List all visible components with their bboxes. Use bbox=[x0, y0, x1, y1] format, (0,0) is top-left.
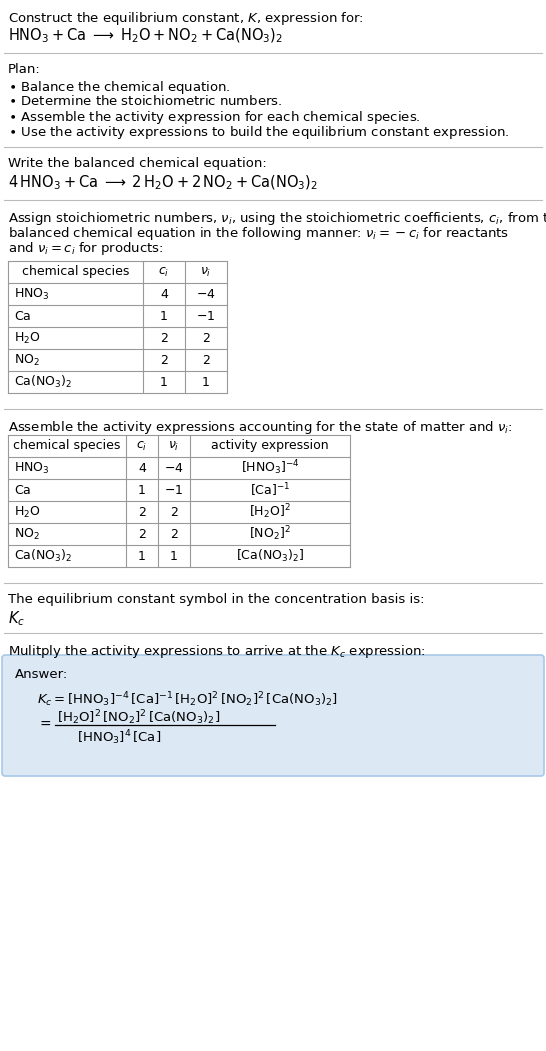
Text: $K_c$: $K_c$ bbox=[8, 609, 25, 627]
Text: activity expression: activity expression bbox=[211, 439, 329, 453]
FancyBboxPatch shape bbox=[2, 655, 544, 776]
Text: 2: 2 bbox=[202, 331, 210, 345]
Text: 2: 2 bbox=[138, 506, 146, 518]
Text: $c_i$: $c_i$ bbox=[136, 439, 147, 453]
Text: $[\text{H}_2\text{O}]^2\,[\text{NO}_2]^2\,[\text{Ca(NO}_3)_2]$: $[\text{H}_2\text{O}]^2\,[\text{NO}_2]^2… bbox=[57, 708, 220, 726]
Text: $[\text{Ca}]^{-1}$: $[\text{Ca}]^{-1}$ bbox=[250, 481, 290, 499]
Text: 4: 4 bbox=[160, 288, 168, 301]
Text: $c_i$: $c_i$ bbox=[158, 266, 170, 279]
Text: $[\text{Ca(NO}_3)_2]$: $[\text{Ca(NO}_3)_2]$ bbox=[236, 548, 304, 564]
Text: Plan:: Plan: bbox=[8, 63, 41, 76]
Text: $[\text{HNO}_3]^{-4}$: $[\text{HNO}_3]^{-4}$ bbox=[241, 458, 299, 477]
Text: 1: 1 bbox=[202, 375, 210, 389]
Text: $\text{NO}_2$: $\text{NO}_2$ bbox=[14, 352, 40, 368]
Text: Construct the equilibrium constant, $K$, expression for:: Construct the equilibrium constant, $K$,… bbox=[8, 11, 364, 27]
Text: $-1$: $-1$ bbox=[164, 483, 183, 496]
Text: chemical species: chemical species bbox=[13, 439, 121, 453]
Text: balanced chemical equation in the following manner: $\nu_i = -c_i$ for reactants: balanced chemical equation in the follow… bbox=[8, 225, 509, 242]
Text: 1: 1 bbox=[160, 309, 168, 323]
Text: 1: 1 bbox=[160, 375, 168, 389]
Text: $K_c = [\text{HNO}_3]^{-4}\,[\text{Ca}]^{-1}\,[\text{H}_2\text{O}]^2\,[\text{NO}: $K_c = [\text{HNO}_3]^{-4}\,[\text{Ca}]^… bbox=[37, 691, 338, 708]
Text: Assemble the activity expressions accounting for the state of matter and $\nu_i$: Assemble the activity expressions accoun… bbox=[8, 419, 513, 436]
Text: and $\nu_i = c_i$ for products:: and $\nu_i = c_i$ for products: bbox=[8, 240, 164, 257]
Text: 2: 2 bbox=[202, 353, 210, 367]
Text: 1: 1 bbox=[138, 550, 146, 562]
Text: Assign stoichiometric numbers, $\nu_i$, using the stoichiometric coefficients, $: Assign stoichiometric numbers, $\nu_i$, … bbox=[8, 210, 546, 227]
Text: $\text{H}_2\text{O}$: $\text{H}_2\text{O}$ bbox=[14, 504, 40, 519]
Text: $\nu_i$: $\nu_i$ bbox=[168, 439, 180, 453]
Text: $\text{Ca}$: $\text{Ca}$ bbox=[14, 483, 31, 496]
Bar bbox=[8, 435, 350, 566]
Text: $-4$: $-4$ bbox=[196, 288, 216, 301]
Text: The equilibrium constant symbol in the concentration basis is:: The equilibrium constant symbol in the c… bbox=[8, 593, 424, 606]
Text: $-4$: $-4$ bbox=[164, 461, 184, 474]
Text: 2: 2 bbox=[160, 331, 168, 345]
Text: $=$: $=$ bbox=[37, 716, 52, 730]
Text: 1: 1 bbox=[138, 483, 146, 496]
Text: 2: 2 bbox=[170, 506, 178, 518]
Text: 2: 2 bbox=[138, 528, 146, 540]
Text: $[\text{HNO}_3]^4\,[\text{Ca}]$: $[\text{HNO}_3]^4\,[\text{Ca}]$ bbox=[77, 728, 161, 746]
Text: $\bullet$ Determine the stoichiometric numbers.: $\bullet$ Determine the stoichiometric n… bbox=[8, 94, 283, 108]
Text: 1: 1 bbox=[170, 550, 178, 562]
Bar bbox=[8, 261, 227, 393]
Text: $\text{HNO}_3 + \text{Ca} \;\longrightarrow\; \text{H}_2\text{O} + \text{NO}_2 +: $\text{HNO}_3 + \text{Ca} \;\longrightar… bbox=[8, 27, 283, 45]
Text: $[\text{NO}_2]^2$: $[\text{NO}_2]^2$ bbox=[249, 524, 291, 543]
Text: $\text{HNO}_3$: $\text{HNO}_3$ bbox=[14, 287, 50, 302]
Text: $[\text{H}_2\text{O}]^2$: $[\text{H}_2\text{O}]^2$ bbox=[249, 502, 291, 521]
Text: 4: 4 bbox=[138, 461, 146, 474]
Text: $\bullet$ Use the activity expressions to build the equilibrium constant express: $\bullet$ Use the activity expressions t… bbox=[8, 124, 509, 141]
Text: $\text{HNO}_3$: $\text{HNO}_3$ bbox=[14, 460, 50, 475]
Text: $\text{Ca(NO}_3)_2$: $\text{Ca(NO}_3)_2$ bbox=[14, 548, 72, 564]
Text: $4\,\text{HNO}_3 + \text{Ca} \;\longrightarrow\; 2\,\text{H}_2\text{O} + 2\,\tex: $4\,\text{HNO}_3 + \text{Ca} \;\longrigh… bbox=[8, 174, 318, 192]
Text: $\bullet$ Balance the chemical equation.: $\bullet$ Balance the chemical equation. bbox=[8, 79, 230, 96]
Text: 2: 2 bbox=[170, 528, 178, 540]
Text: chemical species: chemical species bbox=[22, 266, 129, 279]
Text: $\text{Ca(NO}_3)_2$: $\text{Ca(NO}_3)_2$ bbox=[14, 374, 72, 390]
Text: $\nu_i$: $\nu_i$ bbox=[200, 266, 212, 279]
Text: $\bullet$ Assemble the activity expression for each chemical species.: $\bullet$ Assemble the activity expressi… bbox=[8, 109, 420, 126]
Text: Write the balanced chemical equation:: Write the balanced chemical equation: bbox=[8, 157, 267, 170]
Text: Mulitply the activity expressions to arrive at the $K_c$ expression:: Mulitply the activity expressions to arr… bbox=[8, 643, 426, 660]
Text: 2: 2 bbox=[160, 353, 168, 367]
Text: $-1$: $-1$ bbox=[197, 309, 216, 323]
Text: Answer:: Answer: bbox=[15, 668, 68, 681]
Text: $\text{Ca}$: $\text{Ca}$ bbox=[14, 309, 31, 323]
Text: $\text{H}_2\text{O}$: $\text{H}_2\text{O}$ bbox=[14, 330, 40, 346]
Text: $\text{NO}_2$: $\text{NO}_2$ bbox=[14, 527, 40, 541]
